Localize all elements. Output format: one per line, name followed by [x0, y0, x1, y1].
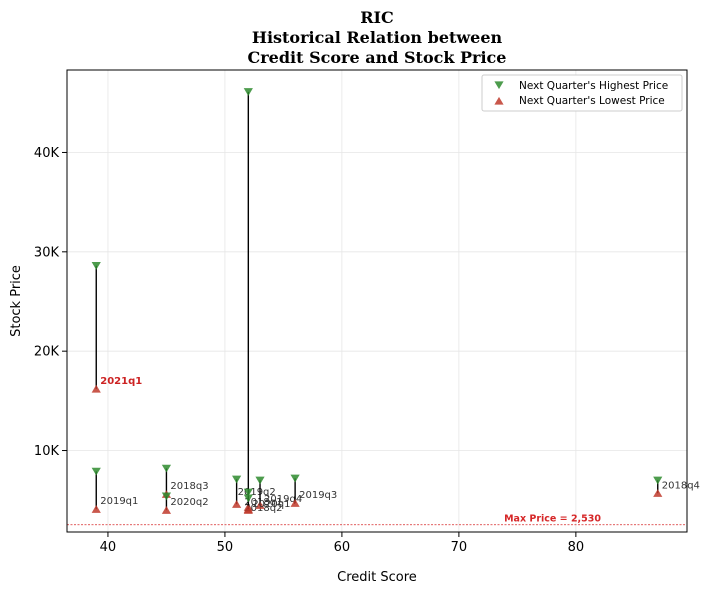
- high-price-marker: [161, 464, 172, 473]
- chart-title-line: Credit Score and Stock Price: [248, 48, 507, 67]
- legend-low-marker: [494, 96, 504, 105]
- reference-line-group: Max Price = 2,530: [67, 514, 687, 526]
- chart-title-line: Historical Relation between: [252, 28, 503, 47]
- high-price-marker: [290, 474, 300, 483]
- point-label: 2018q3: [170, 481, 208, 492]
- x-tick-label: 60: [334, 540, 351, 555]
- reference-line-label: Max Price = 2,530: [504, 514, 601, 525]
- chart-title-line: RIC: [360, 8, 394, 27]
- y-tick-label: 10K: [34, 444, 60, 459]
- plot-frame: [66, 69, 688, 533]
- x-tick-label: 70: [451, 540, 468, 555]
- legend: Next Quarter's Highest Price Next Quarter…: [481, 74, 683, 112]
- x-axis-label: Credit Score: [337, 570, 417, 585]
- point-label: 2020q1: [252, 499, 290, 510]
- point-label: 2019q4: [264, 494, 302, 505]
- legend-low-label: Next Quarter's Lowest Price: [519, 95, 665, 107]
- x-tick-label: 50: [217, 540, 234, 555]
- low-price-marker: [290, 499, 300, 507]
- low-price-marker: [91, 384, 101, 393]
- high-price-marker: [243, 494, 253, 503]
- y-tick-label: 20K: [34, 345, 60, 360]
- high-price-marker: [161, 492, 172, 501]
- x-tick-label: 40: [100, 540, 117, 555]
- y-tick-label: 30K: [34, 245, 60, 260]
- legend-high-marker: [494, 81, 504, 90]
- low-price-marker: [243, 505, 253, 513]
- point-label: 2021q1: [100, 376, 142, 387]
- low-price-marker: [255, 501, 265, 509]
- high-price-marker: [232, 475, 242, 484]
- legend-box: [481, 74, 683, 112]
- point-label: 2018q1: [244, 497, 282, 508]
- axis-ticks: 40 50 60 70 80 10K 20K 30K 40K: [34, 146, 584, 555]
- grid: [67, 70, 687, 532]
- x-tick-label: 80: [568, 540, 585, 555]
- low-price-marker: [232, 500, 242, 508]
- high-price-marker: [653, 476, 663, 485]
- low-price-marker: [91, 505, 101, 513]
- point-label: 2019q1: [100, 496, 138, 507]
- high-price-marker: [243, 88, 253, 96]
- high-price-marker: [243, 488, 253, 497]
- point-label: 2018q4: [662, 480, 700, 491]
- high-price-marker: [91, 467, 101, 476]
- y-tick-label: 40K: [34, 146, 60, 161]
- legend-high-label: Next Quarter's Highest Price: [519, 80, 668, 92]
- high-price-marker: [255, 476, 265, 485]
- point-label: 2020q2: [170, 497, 208, 508]
- high-price-marker: [91, 262, 101, 270]
- low-price-marker: [161, 506, 172, 514]
- point-label: 2019q2: [238, 487, 276, 498]
- low-price-marker: [653, 489, 663, 497]
- point-label: 2019q3: [299, 490, 337, 501]
- y-axis-label: Stock Price: [9, 265, 24, 337]
